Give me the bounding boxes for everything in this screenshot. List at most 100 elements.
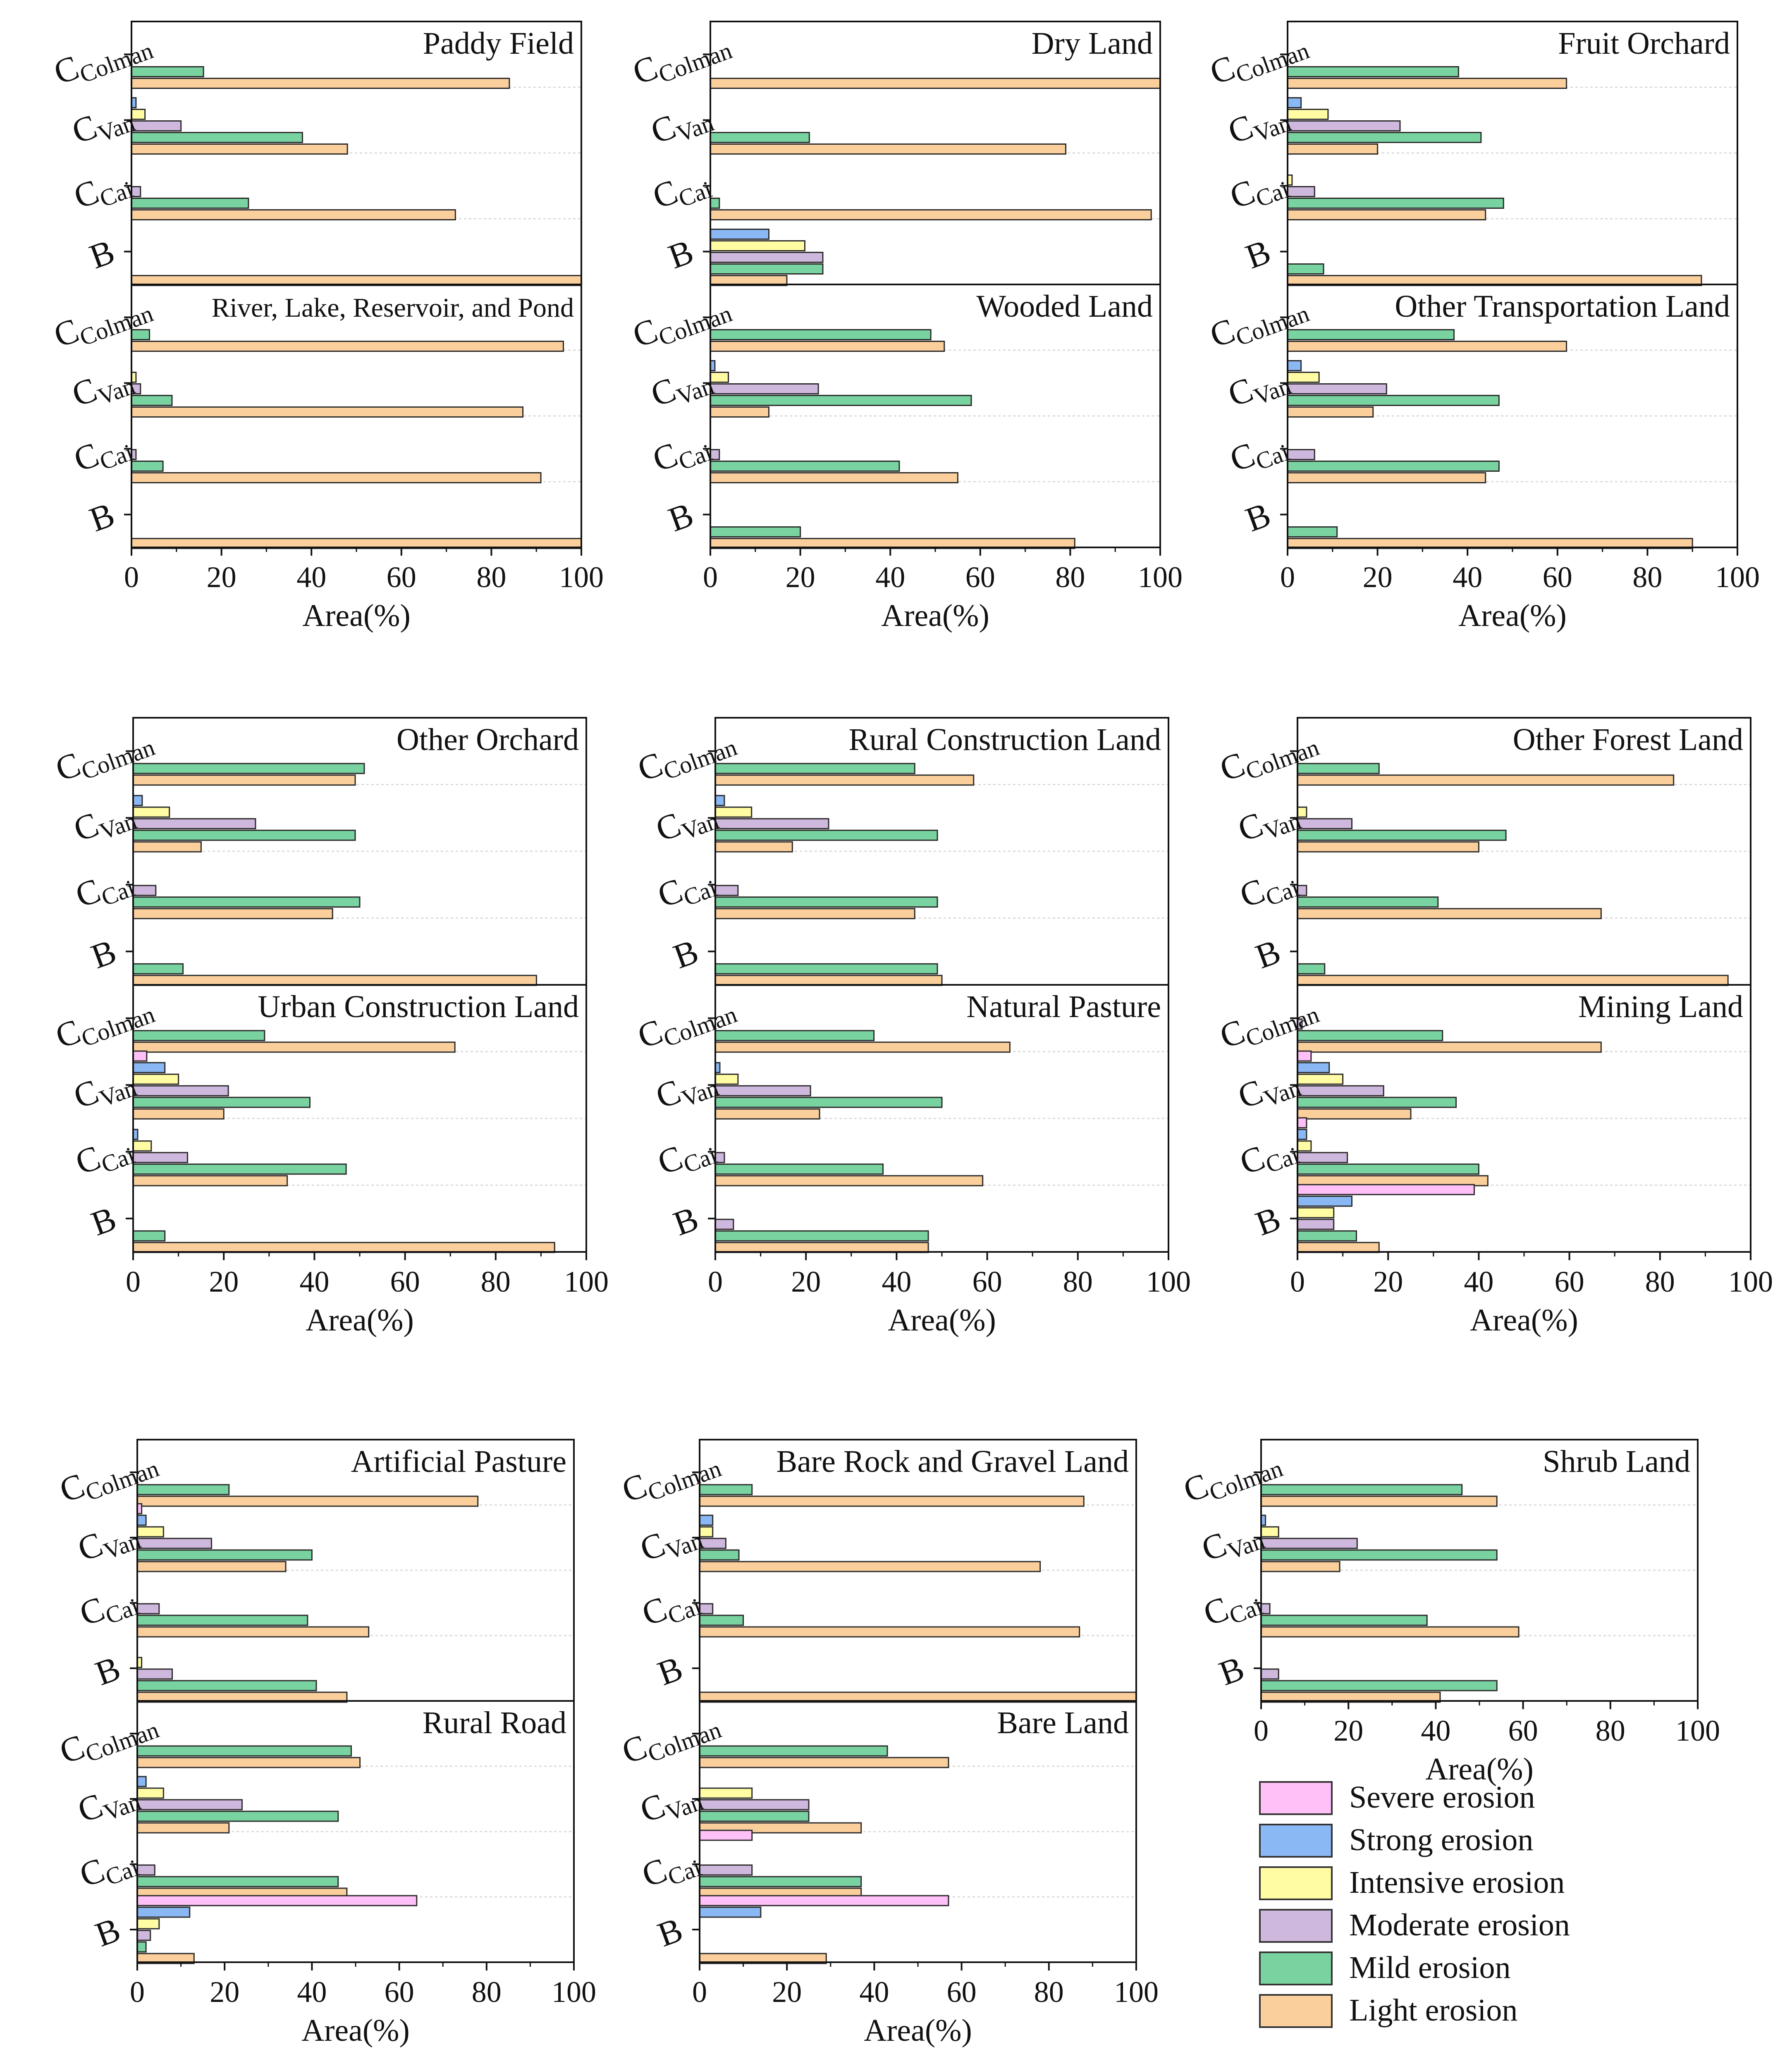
bar-6 [132,908,333,920]
category-label-main: B [86,1199,121,1244]
bar-1 [136,1895,418,1906]
bar-6 [136,1822,230,1834]
x-tick-label: 60 [1555,1265,1584,1298]
x-tick-label: 0 [124,561,139,594]
bar-4 [714,885,739,896]
bar-6 [1297,841,1479,853]
category-label: CCai [648,424,716,483]
bar-3 [1287,109,1329,120]
bar-5 [714,1096,943,1108]
bar-3 [136,1787,164,1799]
bar-4 [1297,1218,1335,1230]
category-label: B [1214,1649,1249,1693]
bar-6 [1297,908,1602,920]
category-label: CVan [635,1512,707,1573]
category-label-main: B [653,1910,688,1954]
x-tick-label: 20 [786,561,815,594]
bar-4 [1297,1085,1384,1096]
x-tick-label: 100 [1114,1975,1159,2009]
bar-6 [131,209,456,220]
bar-4 [1287,120,1401,131]
bar-4 [1287,383,1387,394]
x-tick-label: 20 [1373,1265,1403,1298]
bar-4 [1287,449,1315,460]
legend-swatch-severe [1259,1781,1333,1815]
x-tick-label: 0 [708,1265,723,1298]
bar-4 [699,1799,810,1810]
x-tick-label: 0 [126,1265,141,1298]
legend-label-mild: Mild erosion [1349,1950,1511,1985]
x-tick-label: 80 [472,1975,502,2009]
bar-4 [710,252,824,263]
x-tick-label: 20 [210,1975,239,2009]
x-tick-label: 80 [1055,561,1085,594]
category-label: CCai [637,1578,705,1638]
panel-title: Fruit Orchard [1558,26,1730,61]
x-tick-label: 40 [1453,561,1482,594]
x-tick-label: 60 [385,1975,414,2009]
legend-item-strong: Strong erosion [1259,1820,1776,1862]
bar-6 [714,1175,984,1187]
bar-4 [699,1864,753,1876]
category-label: CVan [1233,792,1305,853]
bar-5 [714,963,938,974]
bar-5 [132,1096,311,1108]
bar-3 [132,1073,179,1085]
x-tick-label: 0 [1254,1714,1269,1747]
bar-6 [1260,1561,1340,1572]
bar-5 [1297,963,1326,974]
bar-5 [1287,526,1338,537]
category-label: CCai [1225,161,1293,220]
bar-6 [714,974,943,986]
bar-5 [132,763,365,774]
category-label: B [664,495,698,540]
bar-1 [699,1830,753,1841]
bar-6 [132,1242,555,1253]
bar-6 [1287,472,1486,483]
category-label-main: B [85,232,119,277]
category-label: CVan [73,1773,144,1834]
category-label: B [86,932,121,977]
category-label: CVan [646,358,717,418]
bar-5 [699,1549,740,1561]
category-label-main: B [91,1910,125,1954]
x-tick-label: 100 [1715,561,1760,594]
legend-item-intensive: Intensive erosion [1259,1862,1776,1905]
x-tick-label: 100 [1146,1265,1191,1298]
bar-4 [699,1603,714,1615]
bar-1 [699,1895,949,1906]
category-label: CVan [651,792,722,853]
bar-5 [710,526,801,537]
bar-5 [1260,1615,1428,1626]
bar-6 [132,774,356,786]
bar-5 [131,198,249,209]
x-tick-label: 20 [772,1975,802,2009]
bar-5 [132,1163,347,1175]
category-label-main: B [1241,495,1276,540]
x-axis-label: Area(%) [301,2013,410,2048]
bar-5 [1287,329,1455,340]
category-label: CVan [651,1059,722,1120]
x-tick-label: 60 [390,1265,420,1298]
category-label: B [91,1910,125,1954]
bar-5 [699,1745,888,1757]
panel-title: Other Orchard [397,722,579,757]
bar-5 [1260,1680,1498,1691]
bar-5 [714,896,938,908]
bar-6 [710,143,1067,155]
bar-4 [132,1152,189,1163]
category-label-main: B [1241,232,1276,277]
x-axis-label: Area(%) [1470,1303,1578,1338]
bar-2 [710,229,769,240]
bar-6 [132,1175,288,1187]
category-label: B [1251,1199,1285,1244]
x-tick-label: 40 [875,561,905,594]
bar-6 [136,1626,370,1638]
bar-6 [1297,1242,1380,1253]
bar-5 [1297,1030,1443,1041]
bar-6 [1297,974,1729,986]
x-tick-label: 80 [1034,1975,1064,2009]
category-label: CCai [648,161,716,220]
bar-4 [1297,818,1353,829]
bar-6 [131,143,348,155]
